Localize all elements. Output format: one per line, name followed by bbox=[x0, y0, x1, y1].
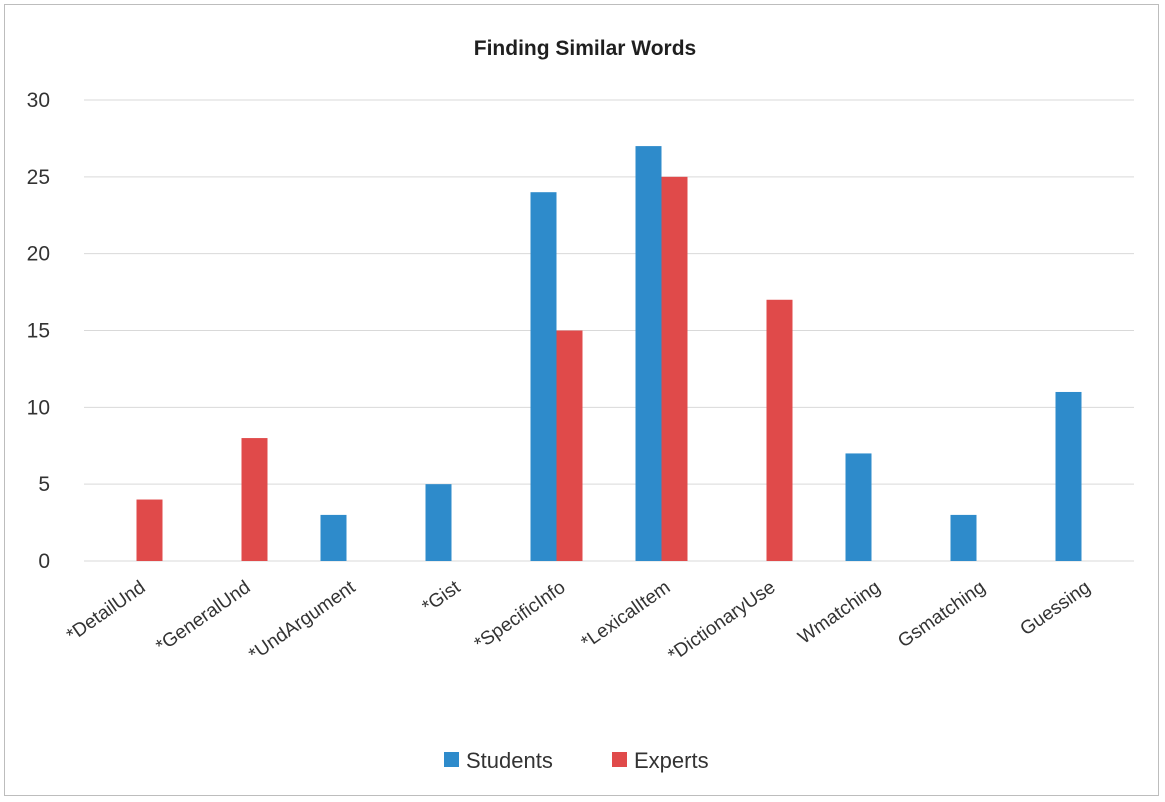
y-tick-label: 5 bbox=[38, 473, 50, 496]
bar-experts bbox=[241, 438, 268, 561]
legend-swatch-experts bbox=[612, 752, 627, 767]
legend-swatch-students bbox=[444, 752, 459, 767]
x-tick-label: Guessing bbox=[1017, 577, 1095, 640]
x-tick-label: *LexicalItem bbox=[578, 577, 675, 654]
y-tick-label: 20 bbox=[27, 243, 50, 266]
y-tick-label: 25 bbox=[27, 166, 50, 189]
bar-experts bbox=[766, 299, 793, 561]
x-tick-label: *GeneralUnd bbox=[152, 577, 254, 657]
bar-students bbox=[1055, 391, 1082, 561]
y-tick-label: 10 bbox=[27, 396, 50, 419]
bar-experts bbox=[136, 499, 163, 561]
x-tick-label: Wmatching bbox=[794, 577, 884, 649]
bar-students bbox=[635, 146, 662, 561]
x-tick-label: *SpecificInfo bbox=[471, 577, 570, 655]
y-axis-ticks: 0 5 10 15 20 25 30 bbox=[27, 89, 50, 573]
bar-students bbox=[320, 514, 347, 561]
legend-label-students: Students bbox=[466, 748, 553, 773]
x-tick-label: *DetailUnd bbox=[63, 577, 149, 646]
bar-experts bbox=[556, 330, 583, 561]
legend: Students Experts bbox=[444, 748, 709, 773]
x-tick-label: *DictionaryUse bbox=[664, 577, 779, 666]
y-tick-label: 30 bbox=[27, 89, 50, 112]
bar-experts bbox=[661, 176, 688, 562]
bar-students bbox=[530, 192, 557, 561]
legend-label-experts: Experts bbox=[634, 748, 709, 773]
bar-students bbox=[845, 453, 872, 561]
y-tick-label: 0 bbox=[38, 550, 50, 573]
chart-title: Finding Similar Words bbox=[474, 37, 696, 60]
bars bbox=[136, 146, 1082, 562]
x-tick-label: *Gist bbox=[419, 576, 465, 617]
x-axis-ticks: *DetailUnd *GeneralUnd*UndArgument *Gist *S… bbox=[63, 576, 1094, 666]
bar-students bbox=[425, 484, 452, 561]
bar-students bbox=[950, 514, 977, 561]
x-tick-label: *UndArgument bbox=[245, 576, 360, 665]
y-tick-label: 15 bbox=[27, 320, 50, 343]
x-tick-label: Gsmatching bbox=[894, 577, 989, 652]
